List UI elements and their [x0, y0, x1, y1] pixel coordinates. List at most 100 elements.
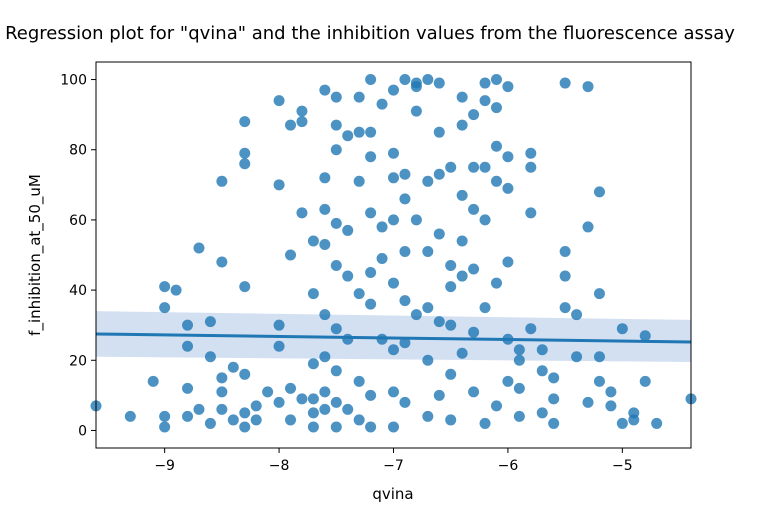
scatter-point [365, 126, 377, 138]
scatter-point [273, 179, 285, 191]
x-tick-label: −8 [269, 458, 290, 474]
scatter-point [365, 298, 377, 310]
scatter-point [513, 382, 525, 394]
scatter-point [239, 407, 251, 419]
scatter-point [422, 354, 434, 366]
scatter-point [536, 407, 548, 419]
scatter-point [365, 207, 377, 219]
regression-line-layer [95, 332, 692, 344]
x-axis-ticks: −9 −8 −7 −6 −5 [154, 448, 633, 474]
x-tick-label: −9 [154, 458, 175, 474]
scatter-point [182, 340, 194, 352]
scatter-point [468, 203, 480, 215]
scatter-point [216, 175, 228, 187]
scatter-point [502, 81, 514, 93]
scatter-point [422, 74, 434, 86]
scatter-point [307, 358, 319, 370]
scatter-point [468, 263, 480, 275]
scatter-point [490, 400, 502, 412]
scatter-point [239, 368, 251, 380]
scatter-point [353, 414, 365, 426]
scatter-point [193, 242, 205, 254]
scatter-point [502, 182, 514, 194]
scatter-point [445, 281, 457, 293]
scatter-point [296, 207, 308, 219]
scatter-point [616, 417, 628, 429]
scatter-point [639, 375, 651, 387]
scatter-point [147, 375, 159, 387]
scatter-point [433, 77, 445, 89]
scatter-point [490, 277, 502, 289]
scatter-point [445, 319, 457, 331]
scatter-point [399, 74, 411, 86]
scatter-point [513, 410, 525, 422]
scatter-point [468, 326, 480, 338]
scatter-point [216, 403, 228, 415]
scatter-point [285, 119, 297, 131]
scatter-point [525, 323, 537, 335]
scatter-point [456, 270, 468, 282]
scatter-point [307, 421, 319, 433]
scatter-point [307, 393, 319, 405]
scatter-point [216, 256, 228, 268]
scatter-point [479, 302, 491, 314]
scatter-point [525, 207, 537, 219]
scatter-point [559, 270, 571, 282]
scatter-point [548, 372, 560, 384]
scatter-point [182, 382, 194, 394]
scatter-points-layer [90, 74, 697, 433]
scatter-point [330, 365, 342, 377]
scatter-point [490, 140, 502, 152]
scatter-point [525, 161, 537, 173]
scatter-point [204, 316, 216, 328]
scatter-point [410, 81, 422, 93]
scatter-point [388, 277, 399, 289]
scatter-point [525, 147, 537, 159]
scatter-point [513, 354, 525, 366]
scatter-point [239, 116, 251, 128]
y-tick-label: 20 [69, 353, 87, 369]
y-axis-label: f_inhibition_at_50_uM [26, 174, 45, 336]
scatter-point [399, 295, 411, 307]
scatter-point [456, 119, 468, 131]
scatter-point [422, 410, 434, 422]
scatter-point [365, 74, 377, 86]
scatter-point [353, 288, 365, 300]
scatter-point [388, 147, 399, 159]
scatter-point [399, 193, 411, 205]
scatter-point [445, 260, 457, 272]
scatter-point [342, 403, 354, 415]
scatter-point [376, 253, 388, 265]
scatter-point [353, 91, 365, 103]
scatter-point [490, 102, 502, 114]
scatter-point [502, 256, 514, 268]
scatter-point [182, 319, 194, 331]
scatter-point [399, 337, 411, 349]
scatter-point [204, 417, 216, 429]
scatter-point [319, 403, 331, 415]
scatter-point [388, 421, 399, 433]
scatter-point [456, 347, 468, 359]
scatter-point [319, 172, 331, 184]
scatter-point [559, 245, 571, 257]
scatter-point [353, 126, 365, 138]
scatter-point [593, 288, 605, 300]
scatter-point [330, 91, 342, 103]
scatter-point [468, 109, 480, 121]
scatter-point [399, 168, 411, 180]
scatter-point [159, 421, 171, 433]
scatter-point [273, 340, 285, 352]
scatter-point [651, 417, 663, 429]
scatter-point [296, 393, 308, 405]
scatter-point [204, 351, 216, 363]
scatter-point [319, 351, 331, 363]
y-tick-label: 0 [78, 423, 87, 439]
scatter-point [559, 302, 571, 314]
scatter-point [536, 365, 548, 377]
scatter-point [365, 421, 377, 433]
scatter-point [353, 175, 365, 187]
scatter-point [330, 396, 342, 408]
scatter-point [342, 333, 354, 345]
scatter-point [285, 382, 297, 394]
